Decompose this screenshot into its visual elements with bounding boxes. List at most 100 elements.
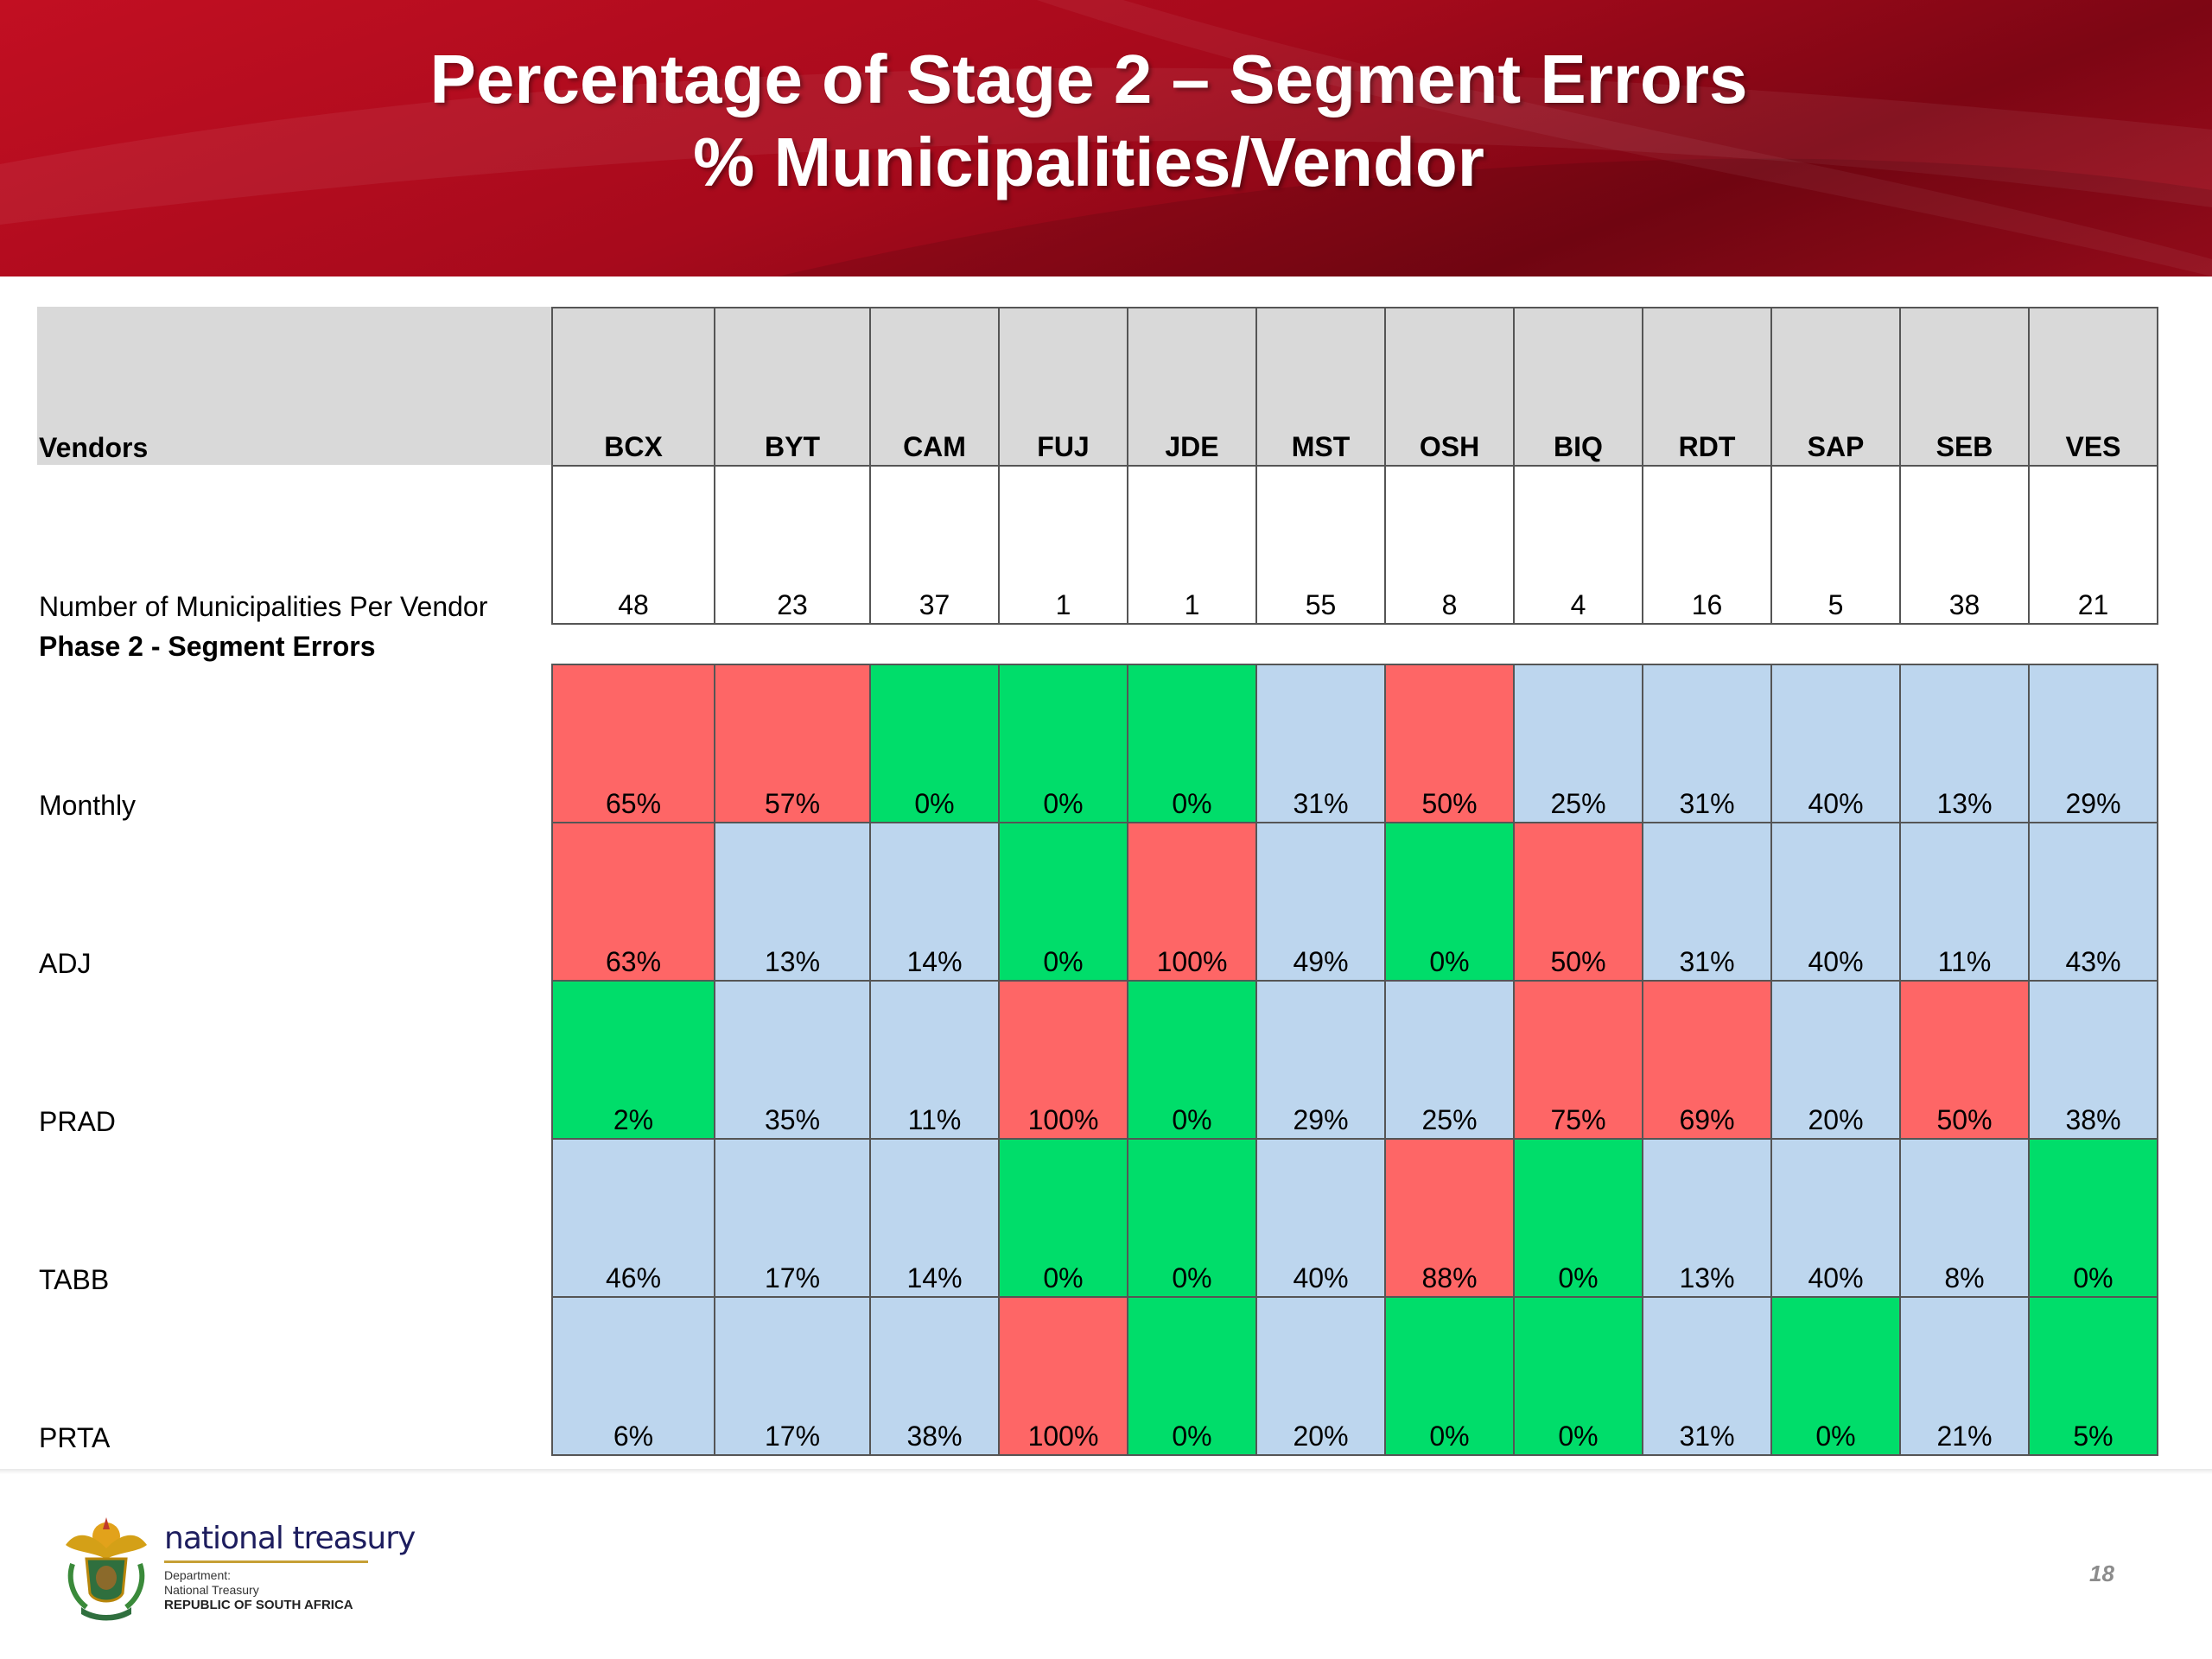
error-cell-tabb-seb: 8% — [1899, 1138, 2030, 1298]
error-cell-tabb-rdt: 13% — [1642, 1138, 1772, 1298]
count-row-label: Number of Municipalities Per Vendor — [39, 591, 488, 622]
error-cell-monthly-bcx: 65% — [551, 664, 715, 823]
vendor-header-mst: MST — [1255, 307, 1386, 467]
vendor-header-biq: BIQ — [1513, 307, 1643, 467]
error-cell-monthly-ves: 29% — [2028, 664, 2158, 823]
error-cell-tabb-byt: 17% — [714, 1138, 871, 1298]
error-cell-prta-jde: 0% — [1127, 1296, 1257, 1456]
vendor-header-fuj: FUJ — [998, 307, 1128, 467]
vendors-header-cell — [37, 307, 551, 465]
vendor-header-ves: VES — [2028, 307, 2158, 467]
vendor-header-bcx: BCX — [551, 307, 715, 467]
error-cell-prta-seb: 21% — [1899, 1296, 2030, 1456]
error-cell-prta-fuj: 100% — [998, 1296, 1128, 1456]
error-cell-adj-osh: 0% — [1384, 822, 1515, 982]
error-cell-monthly-rdt: 31% — [1642, 664, 1772, 823]
vendor-count-byt: 23 — [714, 465, 871, 625]
error-cell-adj-fuj: 0% — [998, 822, 1128, 982]
error-cell-prta-osh: 0% — [1384, 1296, 1515, 1456]
error-cell-adj-ves: 43% — [2028, 822, 2158, 982]
error-cell-prta-biq: 0% — [1513, 1296, 1643, 1456]
vendor-header-cam: CAM — [869, 307, 1000, 467]
vendor-count-fuj: 1 — [998, 465, 1128, 625]
error-row-tabb: 46% 17% 14% 0% 0% 40% 88% 0% 13% 40% 8% 0% — [551, 1138, 2158, 1298]
error-cell-prad-seb: 50% — [1899, 980, 2030, 1140]
section-label: Phase 2 - Segment Errors — [39, 631, 376, 662]
vendor-count-bcx: 48 — [551, 465, 715, 625]
error-cell-adj-cam: 14% — [869, 822, 1000, 982]
vendors-label: Vendors — [39, 432, 149, 463]
error-cell-prad-osh: 25% — [1384, 980, 1515, 1140]
error-cell-tabb-biq: 0% — [1513, 1138, 1643, 1298]
vendor-count-ves: 21 — [2028, 465, 2158, 625]
error-cell-tabb-jde: 0% — [1127, 1138, 1257, 1298]
error-cell-prad-jde: 0% — [1127, 980, 1257, 1140]
error-row-adj: 63% 13% 14% 0% 100% 49% 0% 50% 31% 40% 11% 43% — [551, 822, 2158, 982]
error-cell-prta-rdt: 31% — [1642, 1296, 1772, 1456]
footer-divider — [0, 1469, 2212, 1474]
vendor-count-osh: 8 — [1384, 465, 1515, 625]
segment-errors-table: 65% 57% 0% 0% 0% 31% 50% 25% 31% 40% 13% 29% 63% 13% 1… — [551, 664, 2158, 1456]
logo-wordmark: national treasury — [164, 1521, 416, 1556]
error-cell-monthly-jde: 0% — [1127, 664, 1257, 823]
coat-of-arms-icon — [66, 1517, 147, 1621]
logo-dept-line-3: REPUBLIC OF SOUTH AFRICA — [164, 1598, 353, 1612]
error-cell-prad-ves: 38% — [2028, 980, 2158, 1140]
error-cell-prad-cam: 11% — [869, 980, 1000, 1140]
error-cell-prad-sap: 20% — [1770, 980, 1901, 1140]
error-cell-prad-rdt: 69% — [1642, 980, 1772, 1140]
error-cell-prad-bcx: 2% — [551, 980, 715, 1140]
error-cell-monthly-fuj: 0% — [998, 664, 1128, 823]
vendor-count-mst: 55 — [1255, 465, 1386, 625]
row-label-prta: PRTA — [39, 1422, 111, 1453]
title-line-1: Percentage of Stage 2 – Segment Errors — [429, 41, 1748, 118]
error-cell-prta-mst: 20% — [1255, 1296, 1386, 1456]
error-cell-prad-fuj: 100% — [998, 980, 1128, 1140]
logo-dept-line-2: National Treasury — [164, 1583, 259, 1597]
logo-dept-line-1: Department: — [164, 1568, 232, 1582]
error-cell-prta-sap: 0% — [1770, 1296, 1901, 1456]
error-cell-prta-bcx: 6% — [551, 1296, 715, 1456]
error-cell-monthly-cam: 0% — [869, 664, 1000, 823]
logo-underline — [164, 1560, 368, 1563]
error-cell-monthly-byt: 57% — [714, 664, 871, 823]
error-cell-tabb-fuj: 0% — [998, 1138, 1128, 1298]
page-number: 18 — [2089, 1560, 2114, 1586]
vendor-header-osh: OSH — [1384, 307, 1515, 467]
row-label-prad: PRAD — [39, 1106, 116, 1137]
vendor-header-row: BCX BYT CAM FUJ JDE MST OSH BIQ RDT SAP SEB VES — [551, 307, 2158, 467]
error-cell-adj-jde: 100% — [1127, 822, 1257, 982]
error-cell-adj-biq: 50% — [1513, 822, 1643, 982]
vendor-count-row: 48 23 37 1 1 55 8 4 16 5 38 21 — [551, 465, 2158, 625]
vendor-header-jde: JDE — [1127, 307, 1257, 467]
error-row-prta: 6% 17% 38% 100% 0% 20% 0% 0% 31% 0% 21% 5% — [551, 1296, 2158, 1456]
error-cell-adj-sap: 40% — [1770, 822, 1901, 982]
error-cell-prad-biq: 75% — [1513, 980, 1643, 1140]
error-cell-tabb-sap: 40% — [1770, 1138, 1901, 1298]
vendor-count-cam: 37 — [869, 465, 1000, 625]
vendor-count-rdt: 16 — [1642, 465, 1772, 625]
error-cell-monthly-sap: 40% — [1770, 664, 1901, 823]
row-label-monthly: Monthly — [39, 790, 137, 821]
error-cell-adj-byt: 13% — [714, 822, 871, 982]
vendor-header-byt: BYT — [714, 307, 871, 467]
error-cell-adj-rdt: 31% — [1642, 822, 1772, 982]
error-cell-tabb-mst: 40% — [1255, 1138, 1386, 1298]
slide-title: Percentage of Stage 2 – Segment Errors %… — [0, 38, 2177, 204]
vendor-header-rdt: RDT — [1642, 307, 1772, 467]
error-cell-tabb-osh: 88% — [1384, 1138, 1515, 1298]
error-cell-adj-mst: 49% — [1255, 822, 1386, 982]
error-cell-adj-seb: 11% — [1899, 822, 2030, 982]
error-cell-monthly-osh: 50% — [1384, 664, 1515, 823]
error-cell-prta-cam: 38% — [869, 1296, 1000, 1456]
vendor-count-biq: 4 — [1513, 465, 1643, 625]
error-cell-prad-byt: 35% — [714, 980, 871, 1140]
error-cell-prta-byt: 17% — [714, 1296, 871, 1456]
error-cell-prta-ves: 5% — [2028, 1296, 2158, 1456]
vendor-header-sap: SAP — [1770, 307, 1901, 467]
vendor-count-sap: 5 — [1770, 465, 1901, 625]
banner-swoosh-decoration — [0, 0, 2212, 276]
error-cell-monthly-seb: 13% — [1899, 664, 2030, 823]
title-line-2: % Municipalities/Vendor — [693, 124, 1484, 200]
vendor-count-seb: 38 — [1899, 465, 2030, 625]
